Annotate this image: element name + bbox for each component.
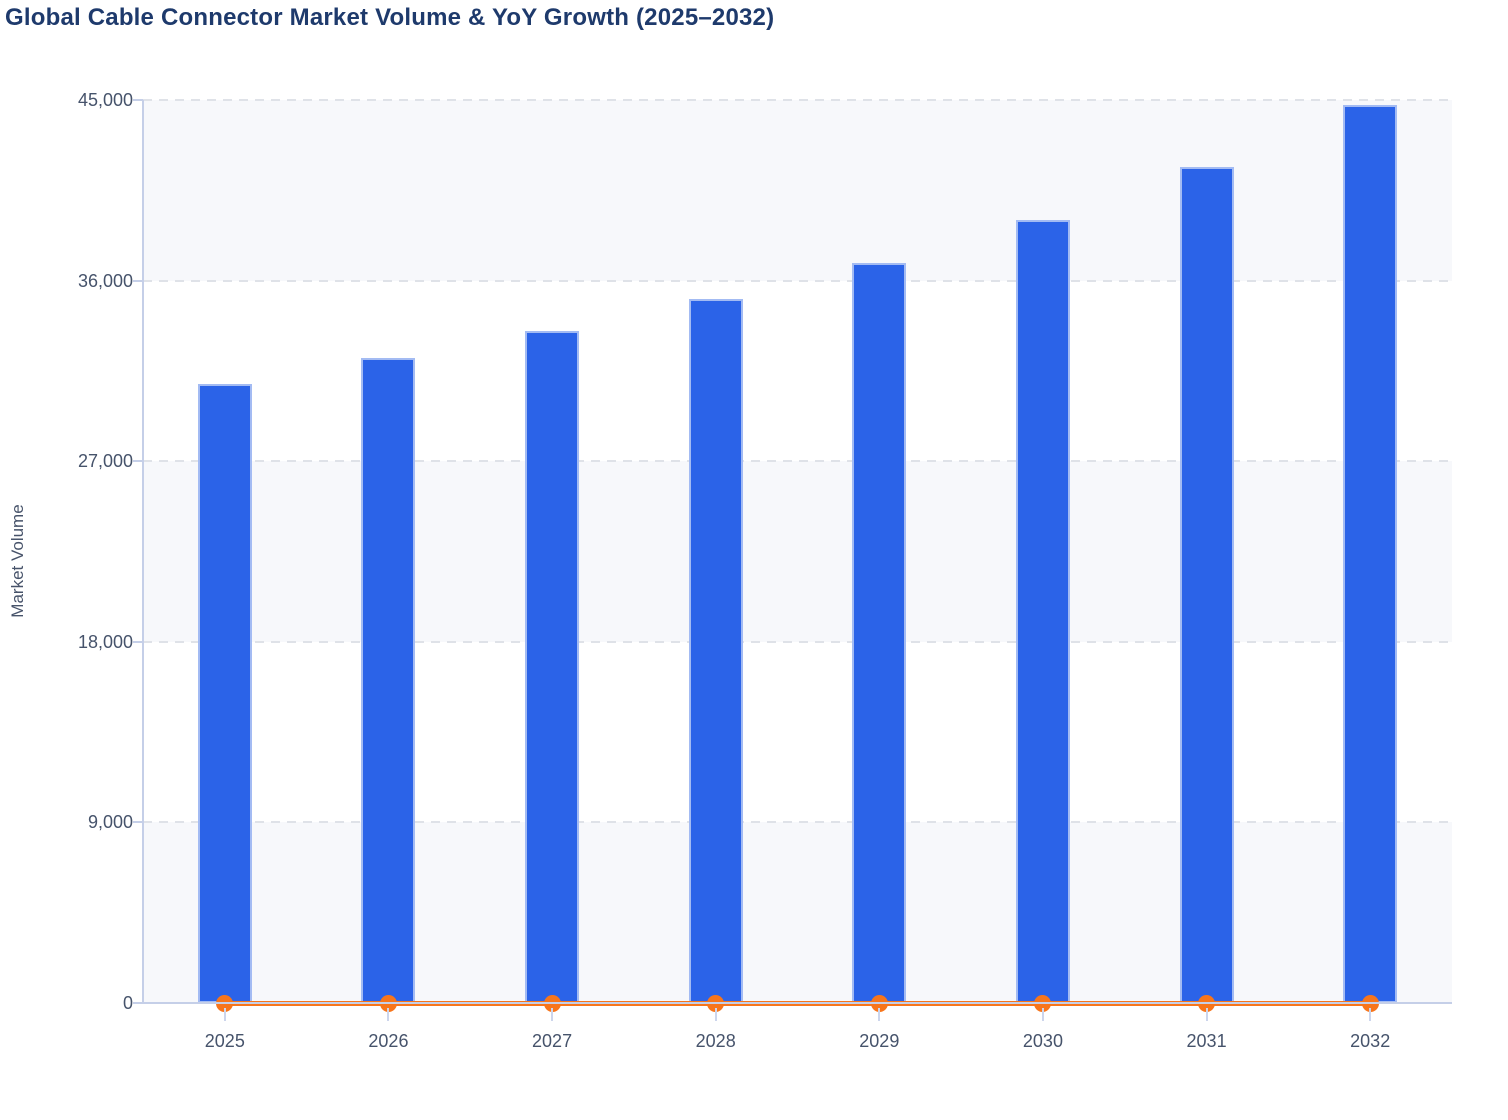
y-tick-label: 27,000 bbox=[77, 451, 133, 472]
bar-2027[interactable] bbox=[525, 330, 580, 1003]
x-tick-label-2029: 2029 bbox=[859, 1031, 900, 1051]
gridline bbox=[143, 99, 1452, 101]
plot-band bbox=[143, 280, 1452, 462]
gridline bbox=[143, 279, 1452, 282]
y-axis-tick bbox=[133, 640, 143, 643]
bar-2031[interactable] bbox=[1179, 167, 1234, 1003]
plot-band bbox=[143, 100, 1452, 281]
x-axis-tick bbox=[223, 1008, 226, 1021]
bar-2028[interactable] bbox=[688, 298, 743, 1003]
y-axis-tick bbox=[133, 460, 143, 463]
x-axis-tick bbox=[714, 1008, 717, 1021]
x-axis-tick bbox=[1205, 1008, 1208, 1021]
bar-2029[interactable] bbox=[852, 262, 907, 1003]
y-axis-tick bbox=[133, 1002, 143, 1004]
gridline bbox=[143, 460, 1452, 463]
x-tick-label-2027: 2027 bbox=[532, 1031, 573, 1051]
bar-2032[interactable] bbox=[1343, 105, 1398, 1003]
y-axis-tick bbox=[133, 821, 143, 824]
x-tick-label-2026: 2026 bbox=[368, 1031, 409, 1051]
y-tick-label: 45,000 bbox=[77, 90, 133, 110]
bar-2025[interactable] bbox=[197, 383, 252, 1003]
x-axis-line bbox=[133, 1002, 1452, 1004]
plot-band bbox=[143, 641, 1452, 823]
x-axis-tick bbox=[387, 1008, 390, 1021]
x-axis-tick bbox=[551, 1008, 554, 1021]
x-tick-label-2028: 2028 bbox=[695, 1031, 736, 1051]
x-axis-tick bbox=[1369, 1008, 1372, 1021]
bar-2026[interactable] bbox=[361, 358, 416, 1003]
y-axis-tick bbox=[133, 279, 143, 282]
x-axis-tick bbox=[878, 1008, 881, 1021]
x-tick-label-2030: 2030 bbox=[1022, 1031, 1063, 1051]
x-tick-label-2025: 2025 bbox=[204, 1031, 245, 1051]
chart-title: Global Cable Connector Market Volume & Y… bbox=[5, 4, 775, 31]
y-tick-label: 36,000 bbox=[77, 270, 133, 291]
x-tick-label-2031: 2031 bbox=[1186, 1031, 1227, 1051]
y-tick-label: 18,000 bbox=[77, 631, 133, 652]
x-axis-tick bbox=[1041, 1008, 1044, 1021]
plot-band bbox=[143, 461, 1452, 642]
plot-band bbox=[143, 822, 1452, 1003]
gridline bbox=[143, 821, 1452, 824]
y-tick-label: 0 bbox=[122, 993, 133, 1013]
gridline bbox=[143, 640, 1452, 643]
x-tick-label-2032: 2032 bbox=[1350, 1031, 1391, 1051]
plot-area bbox=[143, 99, 1452, 1012]
y-tick-label: 9,000 bbox=[87, 812, 133, 833]
y-axis-tick bbox=[133, 99, 143, 101]
y-axis-title: Market Volume bbox=[8, 504, 27, 618]
y-axis-line bbox=[142, 100, 144, 1004]
bar-2030[interactable] bbox=[1015, 219, 1070, 1003]
